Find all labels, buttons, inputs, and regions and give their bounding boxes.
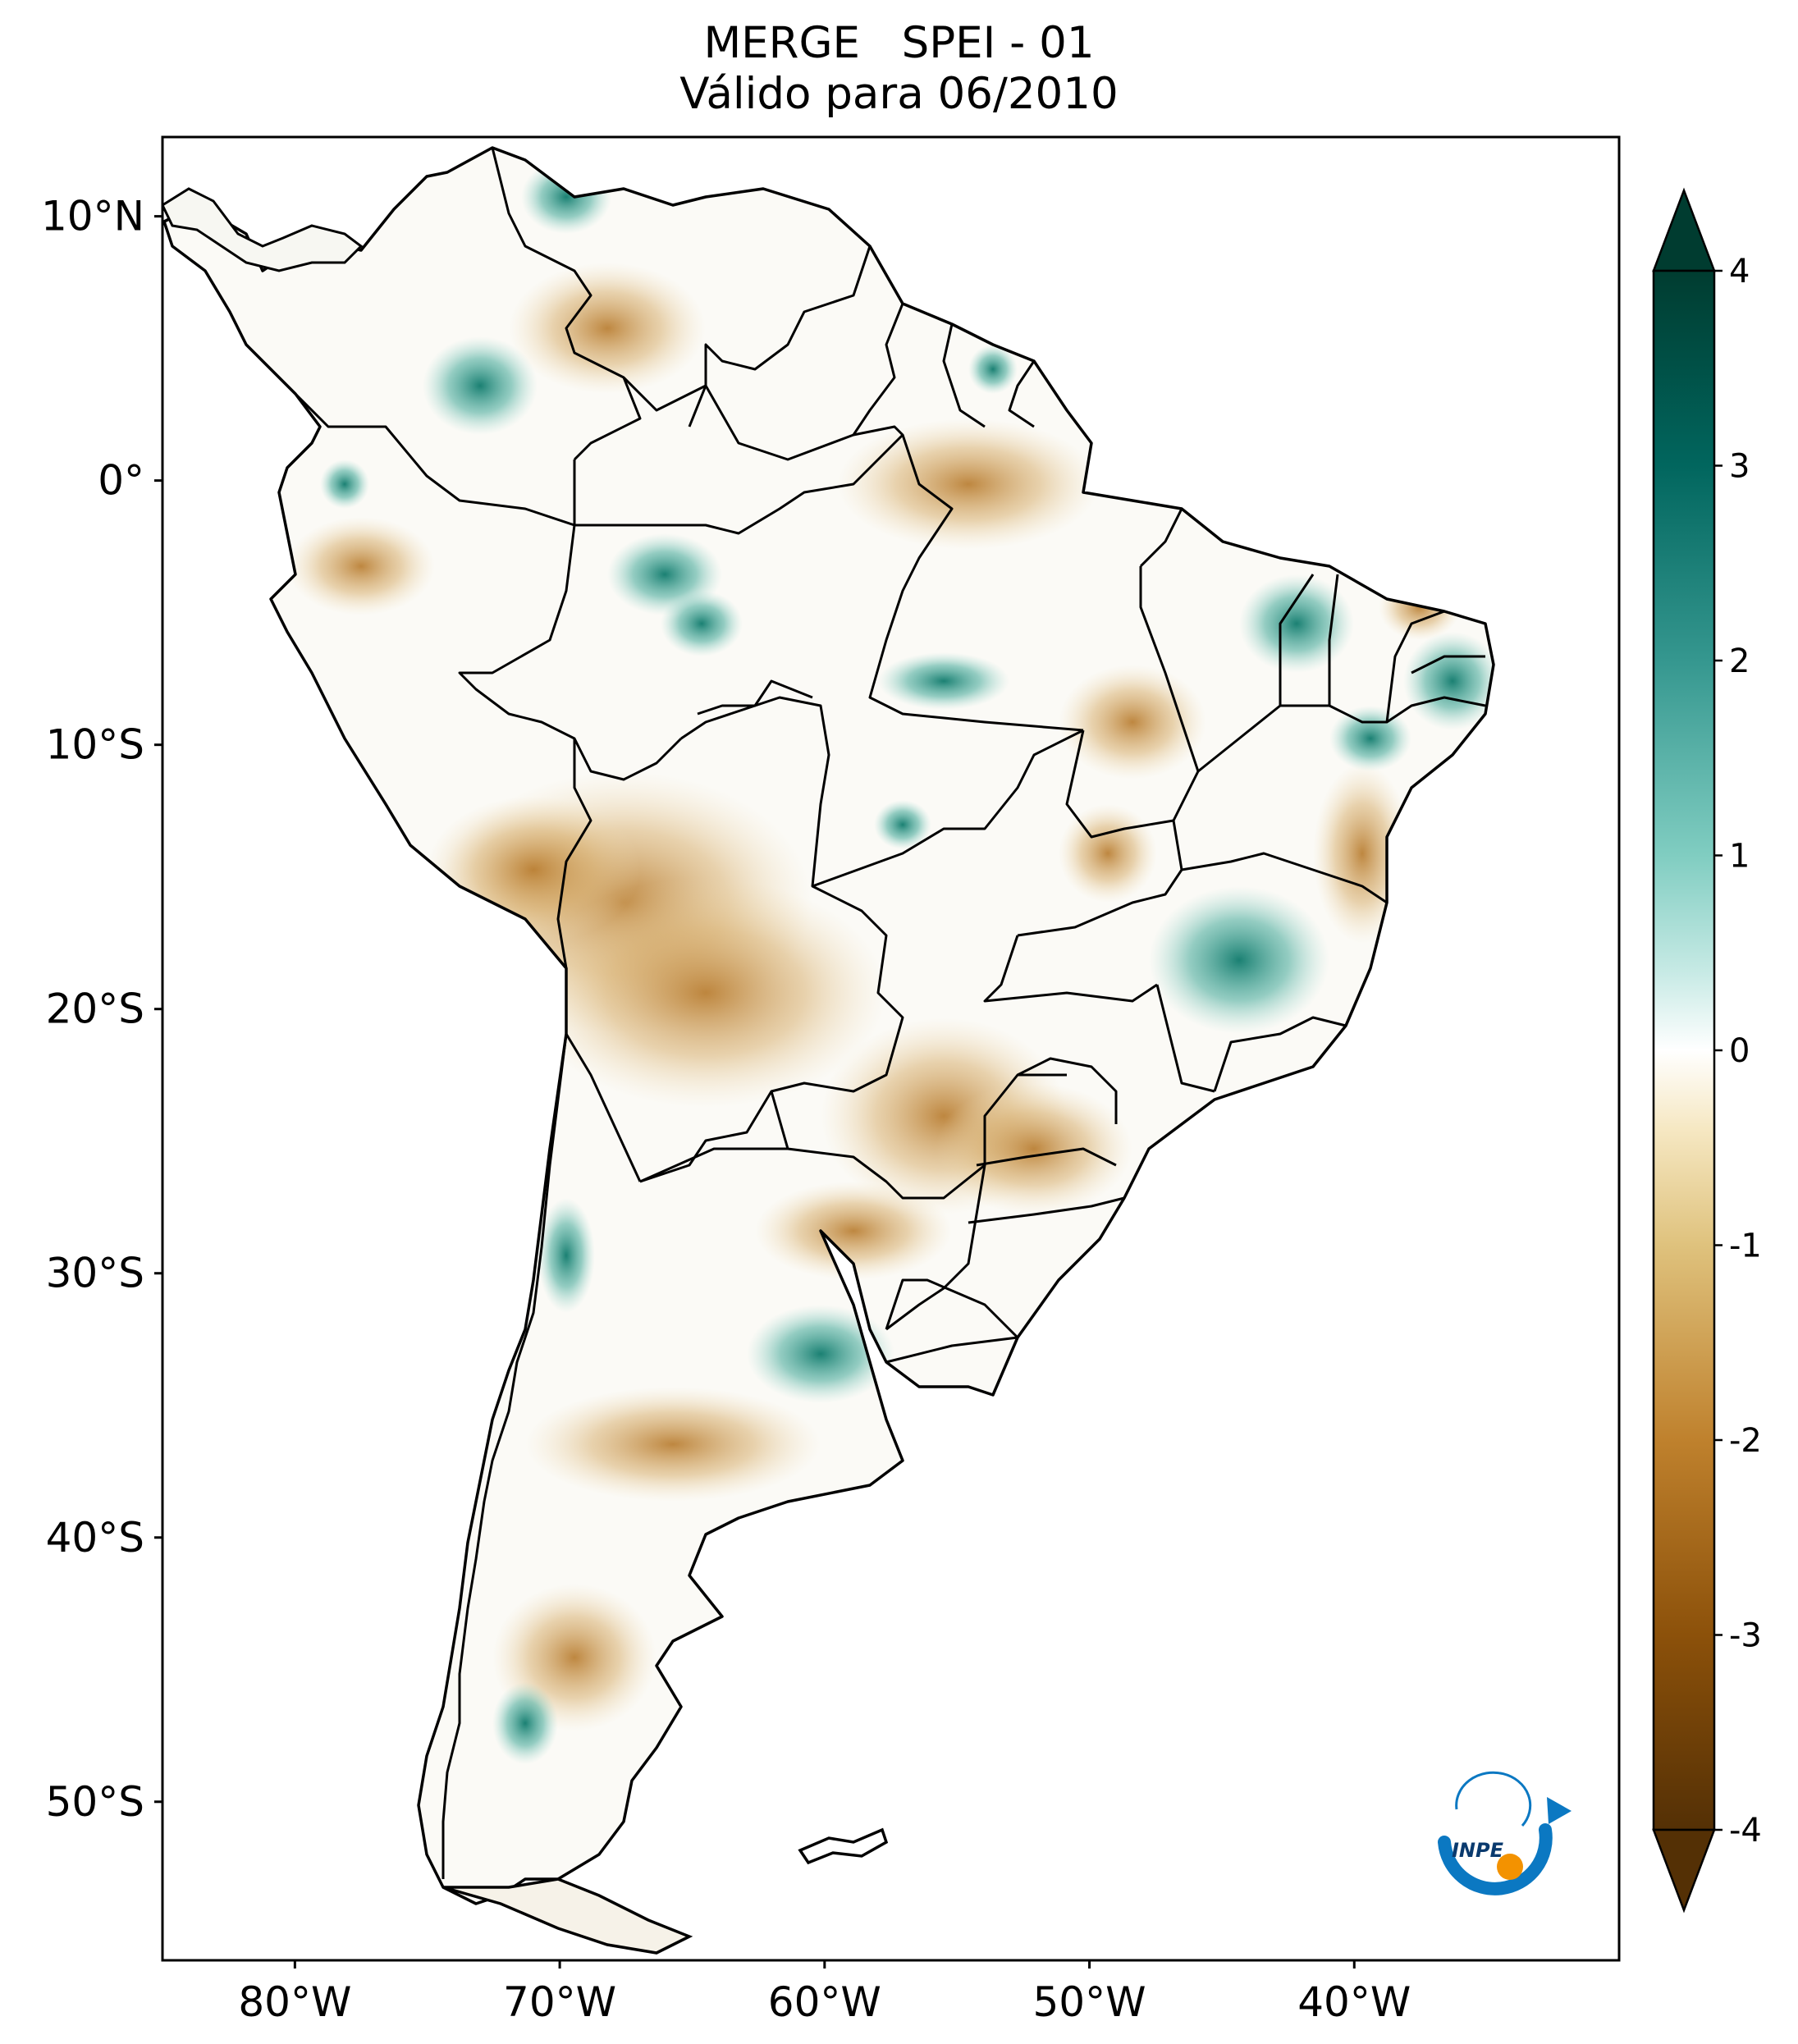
wet-anomaly-area bbox=[661, 591, 743, 656]
falkland-islands-outline bbox=[798, 1827, 889, 1865]
logo-dot-icon bbox=[1497, 1854, 1523, 1880]
border-peru-brazil bbox=[458, 460, 683, 781]
border-chile-argentina bbox=[441, 1033, 568, 1879]
border-chile-bolivia bbox=[565, 1033, 642, 1182]
state-border bbox=[1411, 655, 1485, 674]
wet-anomaly-area bbox=[538, 1198, 595, 1313]
border-peru-bolivia bbox=[556, 738, 592, 969]
wet-anomaly-area bbox=[1149, 886, 1329, 1034]
wet-anomaly-area bbox=[878, 652, 1009, 710]
state-border bbox=[1139, 566, 1200, 821]
lon-tick-label: 40°W bbox=[1297, 1978, 1411, 2026]
colorbar-tick-label: 1 bbox=[1729, 838, 1750, 876]
colorbar: 4 3 2 1 0 -1 -2 -3 -4 bbox=[1652, 187, 1762, 1914]
inpe-logo: INPE bbox=[1438, 1771, 1572, 1895]
title-line-2: Válido para 06/2010 bbox=[679, 69, 1119, 119]
wet-anomaly-area bbox=[747, 1305, 894, 1403]
colorbar-tick-label: -3 bbox=[1729, 1617, 1762, 1655]
state-border bbox=[1328, 574, 1339, 706]
lon-tick-label: 70°W bbox=[503, 1978, 616, 2026]
lon-tick-label: 50°W bbox=[1033, 1978, 1146, 2026]
state-border bbox=[1017, 729, 1183, 937]
colorbar-tick-label: 2 bbox=[1729, 642, 1750, 680]
wet-anomaly-area bbox=[423, 336, 538, 435]
logo-text: INPE bbox=[1452, 1839, 1504, 1862]
colorbar-min-extend bbox=[1652, 1828, 1716, 1914]
state-border bbox=[968, 1196, 1125, 1224]
colorbar-gradient bbox=[1652, 269, 1716, 1831]
border-uruguay bbox=[885, 1278, 1019, 1339]
state-border bbox=[1017, 1057, 1118, 1124]
wet-anomaly-area bbox=[874, 800, 931, 849]
state-border bbox=[1139, 508, 1183, 568]
border-colombia-venezuela bbox=[491, 147, 642, 461]
wet-anomaly-area bbox=[1239, 574, 1354, 673]
dry-anomaly-area bbox=[936, 1083, 1132, 1214]
map-title: MERGE SPEI - 01 Válido para 06/2010 bbox=[0, 18, 1798, 120]
colorbar-tick-label: -2 bbox=[1729, 1422, 1762, 1460]
state-border bbox=[1213, 1016, 1347, 1092]
state-border bbox=[1181, 852, 1388, 904]
border-paraguay bbox=[770, 1073, 1067, 1200]
state-border bbox=[976, 1147, 1117, 1167]
lat-tick-label: 50°S bbox=[46, 1778, 144, 1826]
lon-tick-label: 80°W bbox=[238, 1978, 351, 2026]
colorbar-tick-label: 0 bbox=[1729, 1032, 1750, 1070]
wet-anomaly-area bbox=[492, 1682, 558, 1764]
logo-orbit-icon bbox=[1455, 1771, 1532, 1827]
state-border bbox=[812, 729, 1084, 888]
country-borders bbox=[294, 147, 1486, 1879]
state-border bbox=[885, 1336, 1018, 1364]
colorbar-tick-label: 3 bbox=[1729, 448, 1750, 486]
lon-tick-label: 60°W bbox=[768, 1978, 881, 2026]
colorbar-tick-label: -4 bbox=[1729, 1812, 1762, 1850]
dry-anomaly-area bbox=[755, 1182, 952, 1280]
wet-anomaly-area bbox=[1329, 706, 1411, 771]
border-argentina-north bbox=[639, 1147, 788, 1183]
plot-frame bbox=[161, 135, 1621, 1962]
state-border bbox=[697, 679, 813, 716]
border-argentina-brazil bbox=[885, 1164, 986, 1331]
latitude-axis: 10°N 0° 10°S 20°S 30°S 40°S 50°S bbox=[41, 193, 162, 1826]
lat-tick-label: 20°S bbox=[46, 985, 144, 1033]
dry-anomaly-area bbox=[287, 517, 435, 615]
state-border bbox=[1279, 574, 1315, 706]
lat-tick-label: 10°S bbox=[46, 721, 144, 769]
longitude-axis: 80°W 70°W 60°W 50°W 40°W bbox=[238, 1960, 1411, 2026]
colorbar-tick-label: 4 bbox=[1729, 253, 1750, 290]
colorbar-tick-label: -1 bbox=[1729, 1228, 1762, 1265]
title-line-1: MERGE SPEI - 01 bbox=[703, 18, 1095, 68]
lat-tick-label: 10°N bbox=[41, 193, 144, 240]
dry-anomaly-area bbox=[1059, 804, 1157, 903]
state-border bbox=[983, 935, 1158, 1003]
colorbar-max-extend bbox=[1652, 187, 1716, 272]
dry-anomaly-area bbox=[837, 418, 1100, 550]
border-colombia-ecuador-peru bbox=[294, 392, 576, 527]
state-border bbox=[1385, 610, 1445, 723]
tierra-del-fuego-outline bbox=[442, 1877, 693, 1955]
border-venezuela-guyana bbox=[688, 245, 872, 428]
continent-outline bbox=[162, 146, 1495, 1905]
dry-anomaly-area bbox=[509, 263, 706, 394]
state-border bbox=[1197, 696, 1486, 773]
colorbar-ticks: 4 3 2 1 0 -1 -2 -3 -4 bbox=[1714, 253, 1762, 1850]
lat-tick-label: 40°S bbox=[46, 1514, 144, 1562]
dry-anomaly-area bbox=[525, 878, 886, 1108]
dry-anomaly-area bbox=[525, 1387, 821, 1502]
border-suriname-guiana bbox=[942, 323, 986, 428]
border-bolivia-brazil bbox=[639, 696, 904, 1183]
lat-tick-label: 0° bbox=[98, 457, 144, 505]
lat-tick-label: 30°S bbox=[46, 1250, 144, 1297]
state-border bbox=[868, 434, 1084, 732]
dry-anomaly-area bbox=[1059, 665, 1206, 780]
logo-arrow-icon bbox=[1547, 1797, 1572, 1824]
wet-anomaly-area bbox=[968, 345, 1018, 394]
border-guyana-suriname bbox=[852, 303, 904, 436]
state-border bbox=[1155, 984, 1215, 1093]
logo-arc-icon bbox=[1438, 1823, 1553, 1895]
wet-anomaly-area bbox=[320, 460, 369, 509]
border-guiana-brazil bbox=[1008, 360, 1036, 428]
central-america-outline bbox=[162, 187, 364, 272]
